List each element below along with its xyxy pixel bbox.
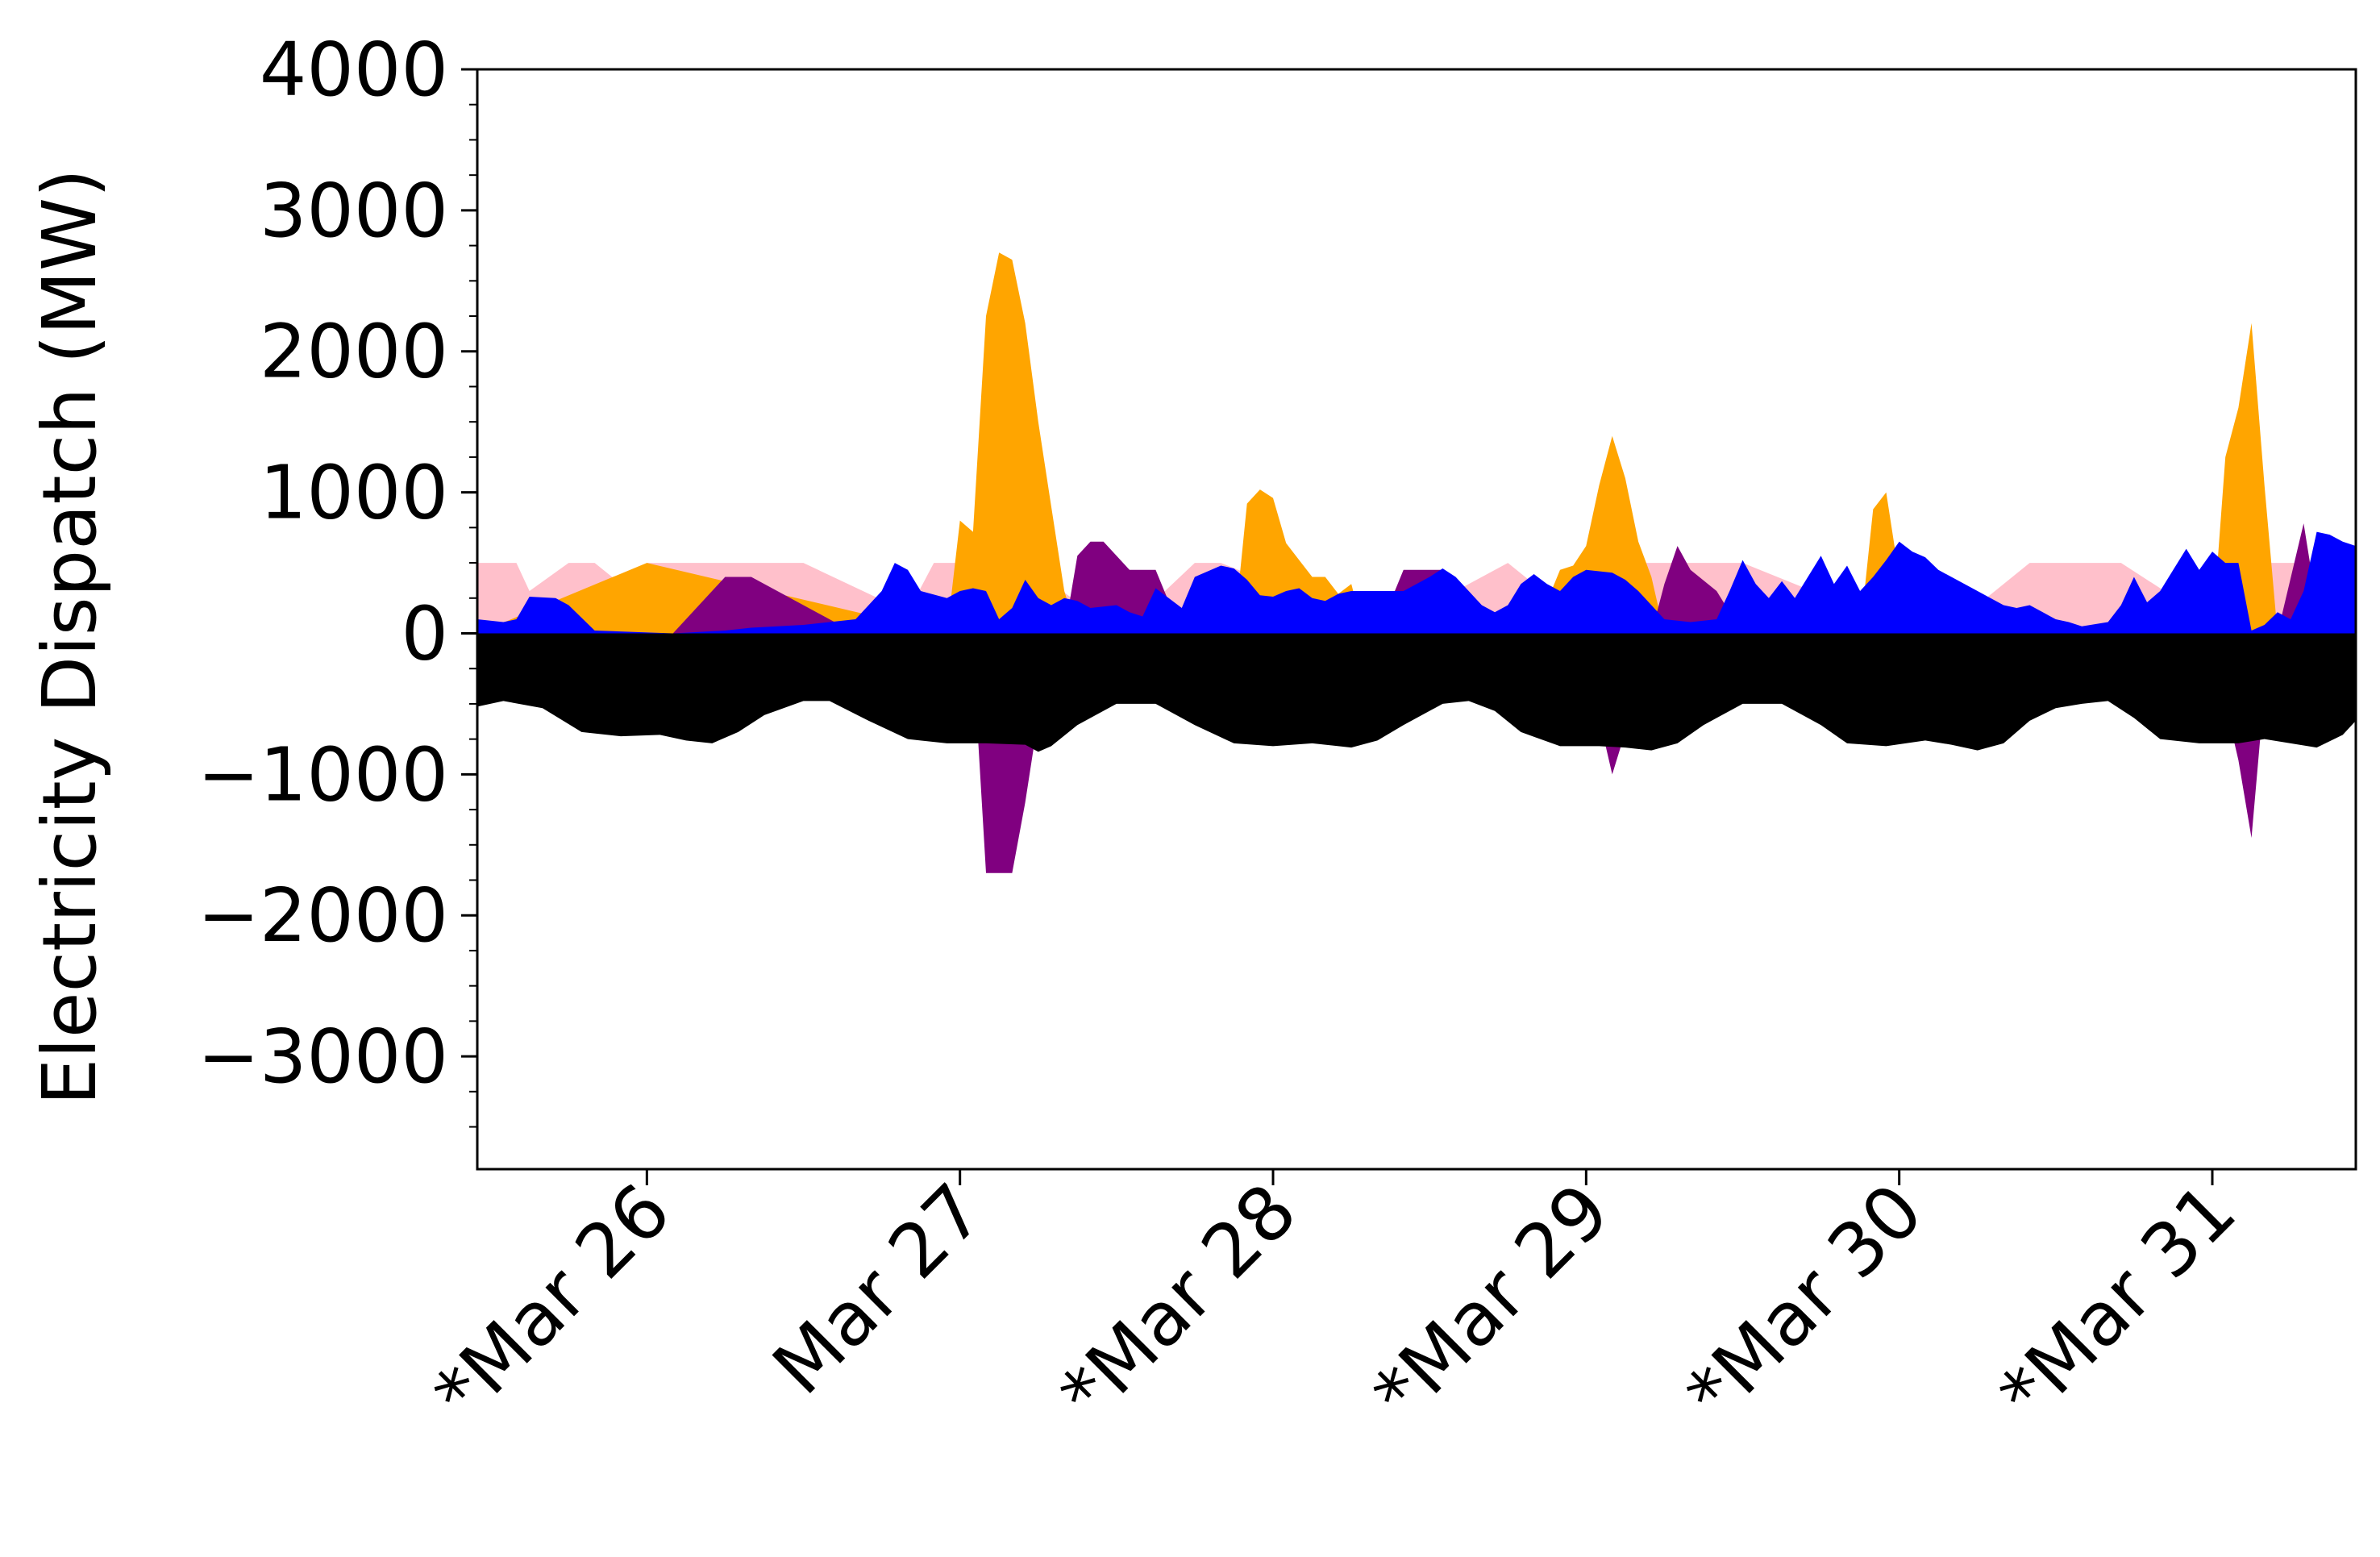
- y-tick-label: −1000: [198, 731, 448, 818]
- axes-layer: [476, 68, 2357, 1171]
- series-area-5: [477, 633, 2356, 752]
- series-area-2: [477, 252, 2356, 634]
- y-tick-label: 1000: [260, 450, 448, 536]
- y-tick-label: 2000: [260, 309, 448, 395]
- y-tick-label: −3000: [198, 1014, 448, 1100]
- y-tick-label: −2000: [198, 872, 448, 959]
- plot-frame: [476, 68, 2357, 1171]
- series-area-4: [477, 531, 2356, 634]
- y-tick-label: 0: [401, 590, 448, 677]
- y-tick-label: 4000: [260, 27, 448, 113]
- series-layer: [477, 252, 2356, 873]
- y-tick-label: 3000: [260, 168, 448, 254]
- y-axis-label: Electricity Dispatch (MW): [27, 169, 113, 1105]
